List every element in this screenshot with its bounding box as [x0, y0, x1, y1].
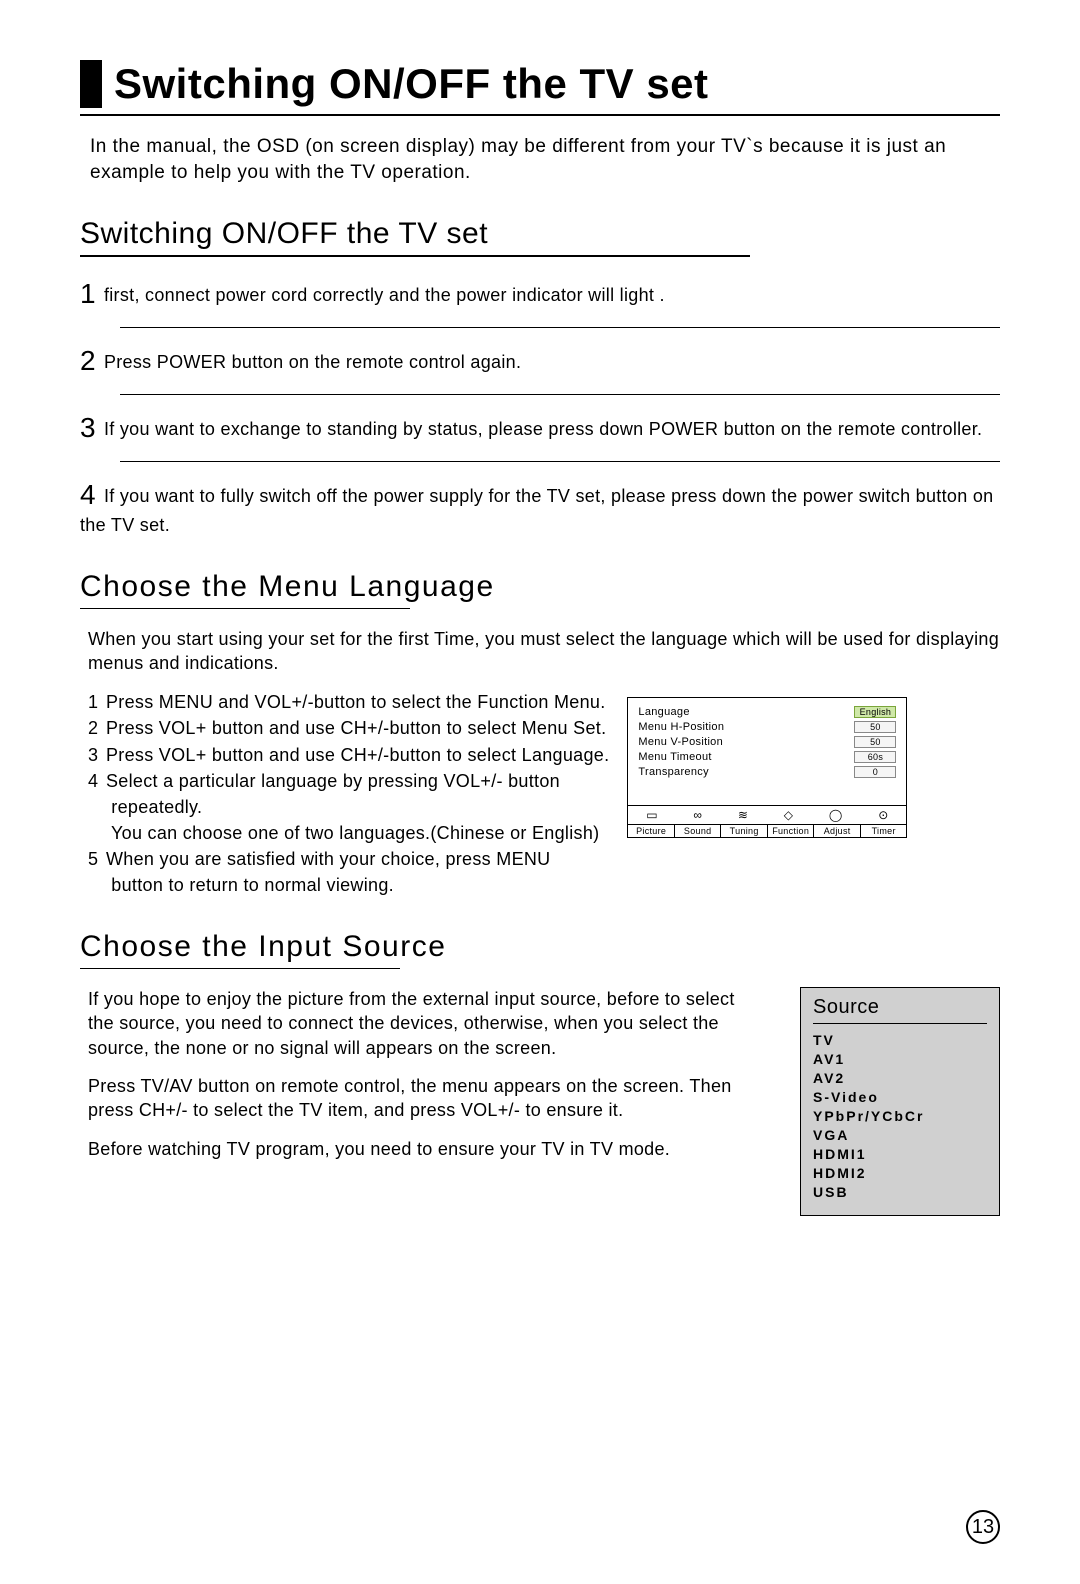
osd-icons-row: ▭ ∞ ≋ ◇ ◯ ⊙ — [628, 805, 906, 824]
step-number: 4 — [88, 768, 106, 794]
source-text-column: If you hope to enjoy the picture from th… — [80, 987, 740, 1175]
source-item: YPbPr/YCbCr — [813, 1108, 987, 1124]
source-item: VGA — [813, 1127, 987, 1143]
source-item: USB — [813, 1184, 987, 1200]
language-step: You can choose one of two languages.(Chi… — [88, 820, 609, 846]
step-number: 5 — [88, 846, 106, 872]
osd-tab: Function — [768, 825, 815, 837]
switching-step: 1 first, connect power cord correctly an… — [80, 275, 1000, 313]
source-p2: Press TV/AV button on remote control, th… — [88, 1074, 740, 1123]
step-number: 3 — [88, 742, 106, 768]
switching-step: 3 If you want to exchange to standing by… — [80, 409, 1000, 447]
section-underline — [80, 608, 410, 609]
source-item: AV1 — [813, 1051, 987, 1067]
language-step: 1Press MENU and VOL+/-button to select t… — [88, 689, 609, 715]
step-number: 1 — [80, 278, 104, 309]
source-item: TV — [813, 1032, 987, 1048]
switching-section-title: Switching ON/OFF the TV set — [80, 217, 1000, 251]
sound-icon: ∞ — [693, 808, 702, 822]
osd-value: 60s — [854, 751, 896, 763]
osd-label: Language — [638, 706, 689, 718]
osd-value: English — [854, 706, 896, 718]
source-section-title: Choose the Input Source — [80, 930, 1000, 964]
osd-tab: Picture — [628, 825, 675, 837]
section-underline — [80, 968, 400, 969]
language-area: 1Press MENU and VOL+/-button to select t… — [80, 689, 1000, 898]
adjust-icon: ◯ — [829, 808, 843, 822]
source-item: HDMI1 — [813, 1146, 987, 1162]
source-box-title: Source — [813, 996, 987, 1024]
step-separator — [120, 461, 1000, 462]
osd-tab: Tuning — [721, 825, 768, 837]
osd-value: 50 — [854, 736, 896, 748]
osd-tabs: PictureSoundTuningFunctionAdjustTimer — [628, 824, 906, 837]
title-accent-bar — [80, 60, 102, 108]
osd-row: Menu Timeout 60s — [638, 751, 896, 763]
language-step: 3Press VOL+ button and use CH+/-button t… — [88, 742, 609, 768]
osd-tab: Timer — [861, 825, 907, 837]
osd-row: Menu V-Position 50 — [638, 736, 896, 748]
language-intro: When you start using your set for the fi… — [88, 627, 1000, 676]
title-underline — [80, 114, 1000, 116]
osd-row: Transparency 0 — [638, 766, 896, 778]
source-item: AV2 — [813, 1070, 987, 1086]
osd-label: Menu V-Position — [638, 736, 723, 748]
osd-tab: Adjust — [814, 825, 861, 837]
osd-tab: Sound — [675, 825, 722, 837]
main-title: Switching ON/OFF the TV set — [114, 60, 709, 108]
source-item: S-Video — [813, 1089, 987, 1105]
language-step: 4Select a particular language by pressin… — [88, 768, 609, 794]
page-number: 13 — [966, 1510, 1000, 1544]
section-underline — [80, 255, 750, 257]
language-step: button to return to normal viewing. — [88, 872, 609, 898]
tuning-icon: ≋ — [738, 808, 748, 822]
osd-label: Transparency — [638, 766, 708, 778]
step-number: 3 — [80, 412, 104, 443]
osd-label: Menu H-Position — [638, 721, 724, 733]
switching-step: 4 If you want to fully switch off the po… — [80, 476, 1000, 538]
osd-menu-box: LanguageEnglishMenu H-Position50Menu V-P… — [627, 697, 907, 838]
language-step: 5When you are satisfied with your choice… — [88, 846, 609, 872]
step-number: 1 — [88, 689, 106, 715]
step-number: 2 — [88, 715, 106, 741]
osd-row: Language English — [638, 706, 896, 718]
main-title-row: Switching ON/OFF the TV set — [80, 60, 1000, 108]
osd-row: Menu H-Position 50 — [638, 721, 896, 733]
language-step: repeatedly. — [88, 794, 609, 820]
language-section-title: Choose the Menu Language — [80, 570, 1000, 604]
language-step: 2Press VOL+ button and use CH+/-button t… — [88, 715, 609, 741]
osd-value: 50 — [854, 721, 896, 733]
switching-step: 2 Press POWER button on the remote contr… — [80, 342, 1000, 380]
step-separator — [120, 394, 1000, 395]
step-number: 2 — [80, 345, 104, 376]
picture-icon: ▭ — [646, 808, 658, 822]
source-items-list: TV AV1 AV2 S-Video YPbPr/YCbCr VGA HDMI1 HDMI2 U… — [813, 1032, 987, 1200]
source-area: If you hope to enjoy the picture from th… — [80, 987, 1000, 1216]
osd-label: Menu Timeout — [638, 751, 711, 763]
timer-icon: ⊙ — [878, 808, 888, 822]
osd-menu-body: LanguageEnglishMenu H-Position50Menu V-P… — [628, 698, 906, 805]
step-number: 4 — [80, 479, 104, 510]
intro-text: In the manual, the OSD (on screen displa… — [90, 134, 1000, 185]
switching-steps: 1 first, connect power cord correctly an… — [80, 275, 1000, 537]
source-item: HDMI2 — [813, 1165, 987, 1181]
source-p3: Before watching TV program, you need to … — [88, 1137, 740, 1161]
function-icon: ◇ — [784, 808, 794, 822]
source-menu-box: Source TV AV1 AV2 S-Video YPbPr/YCbCr VGA HDMI… — [800, 987, 1000, 1216]
step-separator — [120, 327, 1000, 328]
source-p1: If you hope to enjoy the picture from th… — [88, 987, 740, 1060]
manual-page: Switching ON/OFF the TV set In the manua… — [0, 0, 1080, 1256]
osd-value: 0 — [854, 766, 896, 778]
language-steps-list: 1Press MENU and VOL+/-button to select t… — [88, 689, 609, 898]
